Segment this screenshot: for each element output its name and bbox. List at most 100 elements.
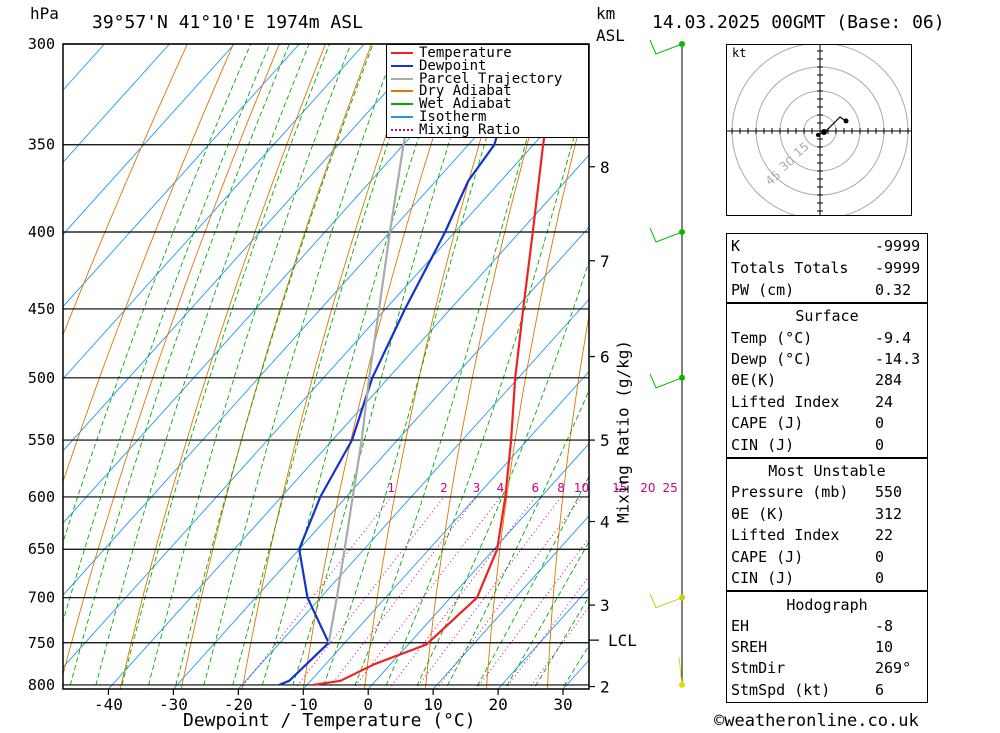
surface-theta-row: θE(K) 284 <box>731 371 923 392</box>
km-tick-label: 3 <box>600 596 610 615</box>
mixing-ratio-line <box>352 496 501 689</box>
km-tick-label: 2 <box>600 678 610 697</box>
mu-li-value: 22 <box>875 526 894 544</box>
totals-row: Totals Totals -9999 <box>731 259 923 280</box>
stmdir-label: StmDir <box>731 659 786 677</box>
mu-cape-row: CAPE (J) 0 <box>731 548 923 569</box>
km-tick-label: 4 <box>600 513 610 532</box>
wet-adiabat-line <box>63 44 252 544</box>
isotherm-line <box>63 44 430 452</box>
stmspd-row: StmSpd (kt) 6 <box>731 681 923 702</box>
km-tick-label: 6 <box>600 348 610 367</box>
k-index-value: -9999 <box>875 237 921 255</box>
stmspd-value: 6 <box>875 681 885 699</box>
surface-cin-value: 0 <box>875 436 885 454</box>
isotherm-line <box>173 226 589 689</box>
surface-temp-row: Temp (°C) -9.4 <box>731 329 923 350</box>
legend-item: Dry Adiabat <box>391 83 512 100</box>
wet-adiabat-line <box>260 44 451 689</box>
km-tick-label: 8 <box>600 158 610 177</box>
legend-item: Isotherm <box>391 110 486 124</box>
mixing-ratio-label: 25 <box>662 481 677 495</box>
lcl-label: LCL <box>608 631 637 650</box>
wet-adiabat-line <box>291 44 482 689</box>
wet-adiabat-line <box>202 44 398 689</box>
mu-li-label: Lifted Index <box>731 526 840 544</box>
mixing-ratio-label: 4 <box>497 481 505 495</box>
dry-adiabat-line <box>119 44 326 689</box>
legend-label: Dewpoint <box>419 57 487 74</box>
surface-cape-row: CAPE (J) 0 <box>731 414 923 435</box>
surface-temp-label: Temp (°C) <box>731 329 813 347</box>
mixing-ratio-label: 2 <box>440 481 448 495</box>
surface-cape-label: CAPE (J) <box>731 414 804 432</box>
pressure-tick-label: 450 <box>28 300 55 318</box>
hodograph-stats-title: Hodograph <box>786 596 868 614</box>
surface-temp-value: -9.4 <box>875 329 912 347</box>
pressure-unit-label: hPa <box>30 4 59 23</box>
legend-label: Dry Adiabat <box>419 83 512 100</box>
wet-adiabat-line <box>68 44 290 689</box>
dry-adiabat-line <box>424 44 557 689</box>
isotherm-line <box>237 298 589 689</box>
indices-panel: K -9999 Totals Totals -9999 PW (cm) 0.32 <box>726 233 928 303</box>
chart-legend: Temperature Dewpoint Parcel Trajectory Dry … <box>386 44 589 138</box>
sreh-row: SREH 10 <box>731 638 923 659</box>
surface-dewp-label: Dewp (°C) <box>731 350 813 368</box>
location-title: 39°57'N 41°10'E 1974m ASL <box>92 12 363 33</box>
copyright-link[interactable]: ©weatheronline.co.uk <box>714 711 919 731</box>
mu-pressure-value: 550 <box>875 483 903 501</box>
surface-li-row: Lifted Index 24 <box>731 393 923 414</box>
mu-cin-row: CIN (J) 0 <box>731 569 923 590</box>
wet-adiabat-line <box>475 475 589 689</box>
pressure-tick-label: 350 <box>28 136 55 154</box>
pressure-tick-label: 750 <box>28 634 55 652</box>
surface-theta-label: θE(K) <box>731 371 777 389</box>
legend-item: Dewpoint <box>391 57 487 74</box>
x-tick-label: 0 <box>363 695 373 714</box>
pressure-tick-label: 550 <box>28 431 55 449</box>
dry-adiabat-line <box>302 44 464 689</box>
hodograph-point <box>821 129 827 135</box>
dry-adiabat-line <box>63 44 280 677</box>
isotherm-line <box>63 44 170 163</box>
dry-adiabat-line <box>63 44 234 483</box>
wind-barb <box>649 373 683 389</box>
wet-adiabat-line <box>533 595 589 689</box>
totals-value: -9999 <box>875 259 921 277</box>
x-tick-label: 20 <box>488 695 507 714</box>
mu-li-row: Lifted Index 22 <box>731 526 923 547</box>
isotherm-line <box>63 44 300 308</box>
surface-cin-row: CIN (J) 0 <box>731 436 923 457</box>
legend-swatch <box>391 128 413 131</box>
x-tick-label: 30 <box>553 695 572 714</box>
wet-adiabat-line <box>94 44 310 689</box>
km-tick-label: 7 <box>600 252 610 271</box>
wet-adiabat-line <box>445 389 589 689</box>
km-tick-label: 5 <box>600 431 610 450</box>
mixing-ratio-label: 1 <box>388 481 396 495</box>
most-unstable-title: Most Unstable <box>768 462 886 480</box>
legend-label: Temperature <box>419 45 512 61</box>
mu-cin-value: 0 <box>875 569 885 587</box>
most-unstable-panel: Most Unstable Pressure (mb) 550 θE (K) 312… <box>726 458 928 591</box>
legend-swatch <box>391 64 413 67</box>
mu-pressure-row: Pressure (mb) 550 <box>731 483 923 504</box>
datetime-title: 14.03.2025 00GMT (Base: 06) <box>652 12 945 33</box>
totals-label: Totals Totals <box>731 259 849 277</box>
mu-pressure-label: Pressure (mb) <box>731 483 849 501</box>
x-tick-label: -20 <box>224 695 253 714</box>
surface-cin-label: CIN (J) <box>731 436 795 454</box>
wet-adiabat-line <box>120 44 331 689</box>
legend-label: Parcel Trajectory <box>419 70 563 87</box>
dry-adiabat-line <box>485 88 589 689</box>
wet-adiabat-line <box>147 44 352 689</box>
isotherm-line <box>63 44 560 596</box>
isotherm-line <box>63 82 589 669</box>
surface-dewp-row: Dewp (°C) -14.3 <box>731 350 923 371</box>
mixing-ratio-label: 20 <box>640 481 655 495</box>
hodograph-ring-label: 45 <box>763 168 784 189</box>
mu-cape-label: CAPE (J) <box>731 548 804 566</box>
